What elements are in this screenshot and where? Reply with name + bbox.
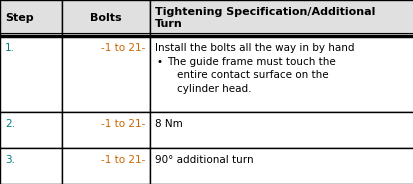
Text: 8 Nm: 8 Nm	[154, 119, 182, 129]
Text: Bolts: Bolts	[90, 13, 121, 23]
Bar	[0, 0, 62, 36]
Text: entire contact surface on the: entire contact surface on the	[177, 70, 328, 80]
Text: Tightening Specification/Additional
Turn: Tightening Specification/Additional Turn	[154, 7, 375, 29]
Text: cylinder head.: cylinder head.	[177, 84, 251, 93]
Bar	[150, 36, 413, 112]
Bar	[150, 0, 413, 36]
Bar	[0, 36, 62, 112]
Text: 3.: 3.	[5, 155, 15, 165]
Bar	[62, 112, 150, 148]
Bar	[0, 148, 62, 184]
Bar	[0, 112, 62, 148]
Text: -1 to 21-: -1 to 21-	[100, 119, 145, 129]
Bar	[150, 112, 413, 148]
Text: Install the bolts all the way in by hand: Install the bolts all the way in by hand	[154, 43, 354, 53]
Bar	[62, 148, 150, 184]
Bar	[150, 148, 413, 184]
Text: •: •	[157, 56, 163, 66]
Text: 1.: 1.	[5, 43, 15, 53]
Bar	[62, 0, 150, 36]
Text: -1 to 21-: -1 to 21-	[100, 155, 145, 165]
Text: 2.: 2.	[5, 119, 15, 129]
Text: The guide frame must touch the: The guide frame must touch the	[166, 56, 335, 66]
Bar	[62, 36, 150, 112]
Text: 90° additional turn: 90° additional turn	[154, 155, 253, 165]
Text: Step: Step	[5, 13, 33, 23]
Text: -1 to 21-: -1 to 21-	[100, 43, 145, 53]
